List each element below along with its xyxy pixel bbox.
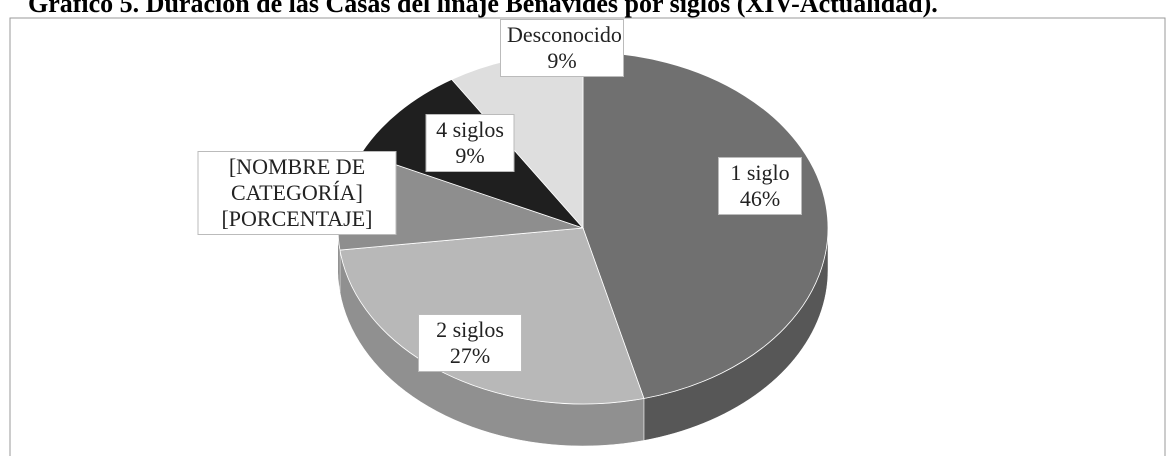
category-label: [NOMBRE DE CATEGORÍA] [228,154,366,205]
value-label: [PORCENTAJE] [221,206,373,231]
category-label: 2 siglos [436,317,504,342]
category-label: 1 siglo [730,160,790,185]
value-label: 9% [455,143,485,168]
value-label: 27% [449,343,491,368]
category-label: Desconocido [507,22,622,47]
chart-title: Gráfico 5. Duración de las Casas del lin… [28,0,938,18]
pie-slice [582,51,829,399]
value-label: 46% [739,186,781,211]
data-label: 2 siglos 27% [418,314,522,372]
category-label: 4 siglos [436,117,504,142]
data-label: 4 siglos 9% [425,114,515,172]
value-label: 9% [547,48,577,73]
data-label: 1 siglo 46% [718,157,802,215]
data-label: Desconocido 9% [500,19,624,77]
data-label: [NOMBRE DE CATEGORÍA] [PORCENTAJE] [197,151,397,235]
